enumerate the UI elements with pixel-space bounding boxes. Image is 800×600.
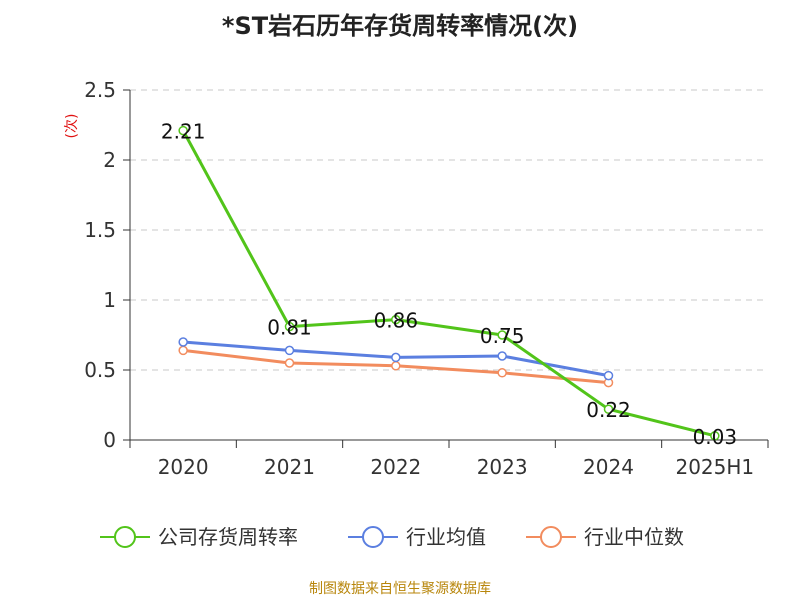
series-lines — [178, 125, 720, 441]
y-tick-label: 1 — [103, 288, 116, 312]
data-point[interactable] — [391, 361, 401, 371]
data-point[interactable] — [178, 345, 188, 356]
data-point[interactable] — [497, 351, 507, 361]
y-tick-label: 0 — [103, 428, 116, 452]
y-tick-label: 0.5 — [84, 358, 116, 382]
legend-item[interactable]: 行业均值 — [348, 525, 486, 549]
data-point[interactable] — [284, 358, 295, 368]
legend-item[interactable]: 公司存货周转率 — [100, 525, 298, 549]
x-tick-label: 2022 — [370, 455, 421, 479]
legend-item[interactable]: 行业中位数 — [526, 525, 684, 549]
data-point[interactable] — [391, 314, 401, 325]
data-label: 0.81 — [267, 316, 312, 340]
y-tick-label: 1.5 — [84, 218, 116, 242]
data-label: 0.03 — [693, 425, 738, 449]
y-axis-label: (次) — [64, 114, 80, 139]
data-point[interactable] — [284, 345, 295, 356]
data-label: 0.22 — [586, 398, 631, 422]
data-label: 0.86 — [374, 309, 419, 333]
y-tick-label: 2 — [103, 148, 116, 172]
data-point[interactable] — [497, 330, 507, 340]
legend-label: 公司存货周转率 — [158, 525, 298, 549]
x-tick-label: 2023 — [477, 455, 528, 479]
data-point[interactable] — [178, 337, 188, 347]
source-note: 制图数据来自恒生聚源数据库 — [309, 581, 491, 597]
y-tick-label: 2.5 — [84, 78, 116, 102]
x-tick-label: 2024 — [583, 455, 634, 479]
data-label: 2.21 — [161, 120, 206, 144]
x-tick-label: 2021 — [264, 455, 315, 479]
data-point[interactable] — [603, 370, 614, 381]
legend-marker — [540, 526, 562, 548]
data-label: 0.75 — [480, 324, 525, 348]
data-labels: 2.21 0.81 0.86 0.75 0.22 0.03 — [161, 120, 737, 449]
legend-marker — [114, 526, 136, 548]
x-tick-label: 2020 — [158, 455, 209, 479]
data-point[interactable] — [603, 404, 614, 414]
data-point[interactable] — [710, 431, 720, 441]
data-point[interactable] — [497, 368, 507, 378]
axes: 0 0.5 1 1.5 2 2.5 2020 2021 2022 2023 2024 2025H1 (次… — [64, 78, 769, 479]
x-tick-label: 2025H1 — [675, 455, 754, 479]
data-point[interactable] — [391, 352, 401, 363]
legend-marker — [362, 526, 384, 548]
legend-label: 行业中位数 — [584, 525, 684, 549]
series-line — [181, 129, 716, 438]
data-point[interactable] — [178, 125, 188, 136]
chart-title: *ST岩石历年存货周转率情况(次) — [221, 12, 579, 40]
data-point[interactable] — [284, 321, 295, 332]
legend-label: 行业均值 — [406, 525, 486, 549]
legend[interactable]: 公司存货周转率 行业均值 行业中位数 — [100, 525, 684, 549]
